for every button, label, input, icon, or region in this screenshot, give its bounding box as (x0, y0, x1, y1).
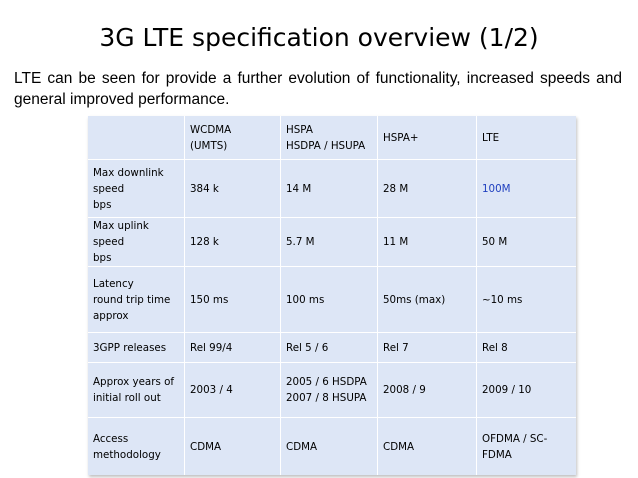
table-row: Access methodology CDMA CDMA CDMA OFDMA / SC-… (88, 418, 576, 475)
table-cell: Rel 99/4 (185, 333, 281, 363)
row-label: Max downlink speed bps (88, 160, 185, 218)
table-cell: Rel 7 (378, 333, 477, 363)
table-cell: 128 k (185, 218, 281, 267)
column-header: HSPA HSDPA / HSUPA (281, 116, 378, 160)
table-cell: Rel 5 / 6 (281, 333, 378, 363)
table-cell: CDMA (281, 418, 378, 475)
table-cell: 2009 / 10 (477, 363, 576, 418)
row-label: 3GPP releases (88, 333, 185, 363)
table-cell: OFDMA / SC- FDMA (477, 418, 576, 475)
table-cell: CDMA (378, 418, 477, 475)
row-label: Latency round trip time approx (88, 267, 185, 333)
slide-title: 3G LTE specification overview (1/2) (99, 23, 539, 52)
table-cell: 384 k (185, 160, 281, 218)
table-cell: 50ms (max) (378, 267, 477, 333)
table-cell: 2005 / 6 HSDPA 2007 / 8 HSUPA (281, 363, 378, 418)
table-cell: 100 ms (281, 267, 378, 333)
spec-table: WCDMA (UMTS) HSPA HSDPA / HSUPA HSPA+ LTE Max … (88, 116, 576, 475)
table-cell: 5.7 M (281, 218, 378, 267)
intro-paragraph: LTE can be seen for provide a further ev… (14, 70, 622, 108)
table-row: Max uplink speed bps 128 k 5.7 M 11 M 50 M (88, 218, 576, 267)
table-cell: 11 M (378, 218, 477, 267)
table-cell: ~10 ms (477, 267, 576, 333)
row-label: Max uplink speed bps (88, 218, 185, 267)
table-cell: Rel 8 (477, 333, 576, 363)
table-cell: 14 M (281, 160, 378, 218)
table-corner-cell (88, 116, 185, 160)
table-cell: 2008 / 9 (378, 363, 477, 418)
column-header: HSPA+ (378, 116, 477, 160)
row-label: Access methodology (88, 418, 185, 475)
table-cell: 150 ms (185, 267, 281, 333)
table-row: 3GPP releases Rel 99/4 Rel 5 / 6 Rel 7 Rel 8 (88, 333, 576, 363)
column-header: WCDMA (UMTS) (185, 116, 281, 160)
table-row: Max downlink speed bps 384 k 14 M 28 M 100M (88, 160, 576, 218)
table-row: Latency round trip time approx 150 ms 100 ms… (88, 267, 576, 333)
table-cell: 50 M (477, 218, 576, 267)
table-cell: 100M (477, 160, 576, 218)
table-cell: 28 M (378, 160, 477, 218)
row-label: Approx years of initial roll out (88, 363, 185, 418)
table-cell: CDMA (185, 418, 281, 475)
column-header: LTE (477, 116, 576, 160)
table-header-row: WCDMA (UMTS) HSPA HSDPA / HSUPA HSPA+ LTE (88, 116, 576, 160)
table-cell: 2003 / 4 (185, 363, 281, 418)
